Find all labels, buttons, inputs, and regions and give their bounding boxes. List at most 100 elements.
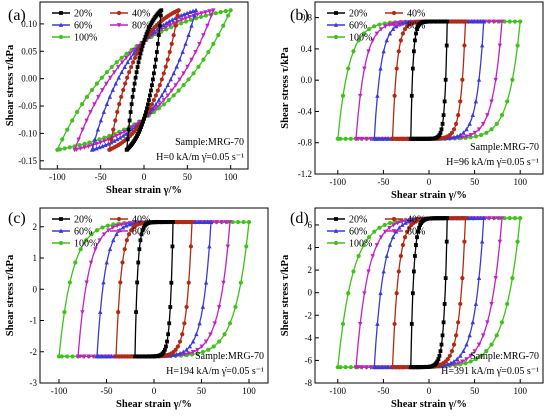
data-point	[410, 66, 415, 71]
data-point	[138, 127, 142, 132]
data-point	[378, 27, 384, 32]
data-point	[443, 276, 448, 280]
data-point	[366, 26, 372, 32]
data-point	[120, 260, 125, 265]
y-tick-label: -2	[305, 310, 313, 320]
data-point	[476, 275, 482, 280]
data-point	[409, 136, 414, 141]
x-axis-label: Shear strain γ/%	[391, 190, 467, 201]
data-point	[182, 321, 187, 326]
data-point	[414, 31, 418, 36]
x-tick-label: -100	[49, 172, 66, 182]
data-point	[436, 357, 441, 362]
data-point	[346, 66, 351, 71]
data-point	[458, 353, 463, 358]
data-point	[169, 88, 174, 93]
data-point	[489, 342, 494, 347]
y-tick-label: 6	[308, 220, 313, 230]
y-tick-label: 2	[33, 222, 38, 232]
x-tick-label: -50	[101, 386, 113, 396]
data-point	[140, 44, 145, 49]
data-point	[439, 342, 444, 347]
data-point	[211, 344, 216, 349]
data-point	[184, 347, 189, 352]
data-point	[216, 305, 222, 310]
data-point	[374, 31, 380, 36]
data-point	[451, 134, 457, 140]
annotation-conditions: H=0 kA/m γ̇=0.05 s⁻¹	[156, 152, 244, 163]
data-point	[361, 31, 366, 36]
data-point	[368, 365, 373, 370]
data-point	[102, 135, 107, 140]
data-point	[161, 98, 167, 103]
data-point	[140, 122, 144, 127]
data-point	[129, 64, 134, 70]
data-point	[366, 49, 371, 54]
data-point	[476, 342, 482, 348]
data-point	[110, 225, 115, 231]
data-point	[125, 147, 130, 152]
data-point	[393, 23, 399, 29]
data-point	[493, 77, 498, 83]
data-point	[125, 59, 130, 65]
data-point	[179, 21, 184, 26]
data-point	[203, 13, 209, 18]
data-point	[207, 243, 212, 249]
annotation-conditions: H=96 kA/m γ̇=0.05 s⁻¹	[446, 157, 539, 168]
data-point	[478, 19, 483, 24]
data-point	[153, 93, 158, 98]
data-point	[449, 349, 455, 354]
data-point	[197, 41, 202, 47]
x-tick-label: -50	[377, 177, 389, 187]
data-point	[203, 10, 208, 15]
data-point	[96, 94, 101, 100]
data-point	[377, 225, 382, 230]
data-point	[460, 359, 465, 364]
data-point	[476, 127, 482, 132]
data-point	[181, 11, 187, 17]
data-point	[464, 342, 469, 347]
data-point	[417, 225, 421, 230]
data-point	[176, 8, 181, 13]
data-point	[120, 60, 125, 65]
data-point	[391, 223, 396, 228]
data-point	[499, 216, 505, 221]
data-point	[163, 64, 168, 69]
data-point	[181, 83, 186, 88]
data-point	[373, 364, 379, 370]
data-point	[80, 127, 85, 133]
data-point	[497, 43, 503, 49]
data-point	[399, 219, 405, 225]
data-point	[191, 71, 196, 76]
data-point	[159, 77, 164, 82]
data-point	[246, 219, 252, 225]
data-point	[121, 87, 126, 93]
data-point	[96, 353, 101, 359]
data-point	[157, 83, 162, 88]
data-point	[390, 26, 396, 31]
data-point	[495, 19, 500, 25]
data-point	[384, 253, 389, 258]
data-point	[67, 280, 72, 285]
data-point	[82, 354, 87, 359]
data-point	[100, 88, 105, 93]
data-point	[162, 87, 167, 93]
data-point	[518, 216, 523, 221]
data-point	[458, 301, 463, 307]
data-point	[88, 260, 94, 266]
x-tick-label: -50	[377, 386, 389, 396]
y-tick-label: -1	[30, 316, 38, 326]
data-point	[129, 102, 134, 107]
annotation-conditions: H=391 kA/m γ̇=0.05 s⁻¹	[441, 366, 539, 377]
data-point	[440, 121, 445, 126]
data-point	[409, 93, 414, 98]
data-point	[114, 133, 119, 139]
legend-marker	[333, 240, 339, 246]
series-group	[56, 219, 252, 359]
legend-marker	[58, 240, 64, 246]
data-point	[147, 106, 153, 111]
data-point	[109, 64, 114, 70]
data-point	[375, 93, 380, 98]
x-tick-label: 50	[470, 177, 480, 187]
data-point	[136, 260, 141, 265]
